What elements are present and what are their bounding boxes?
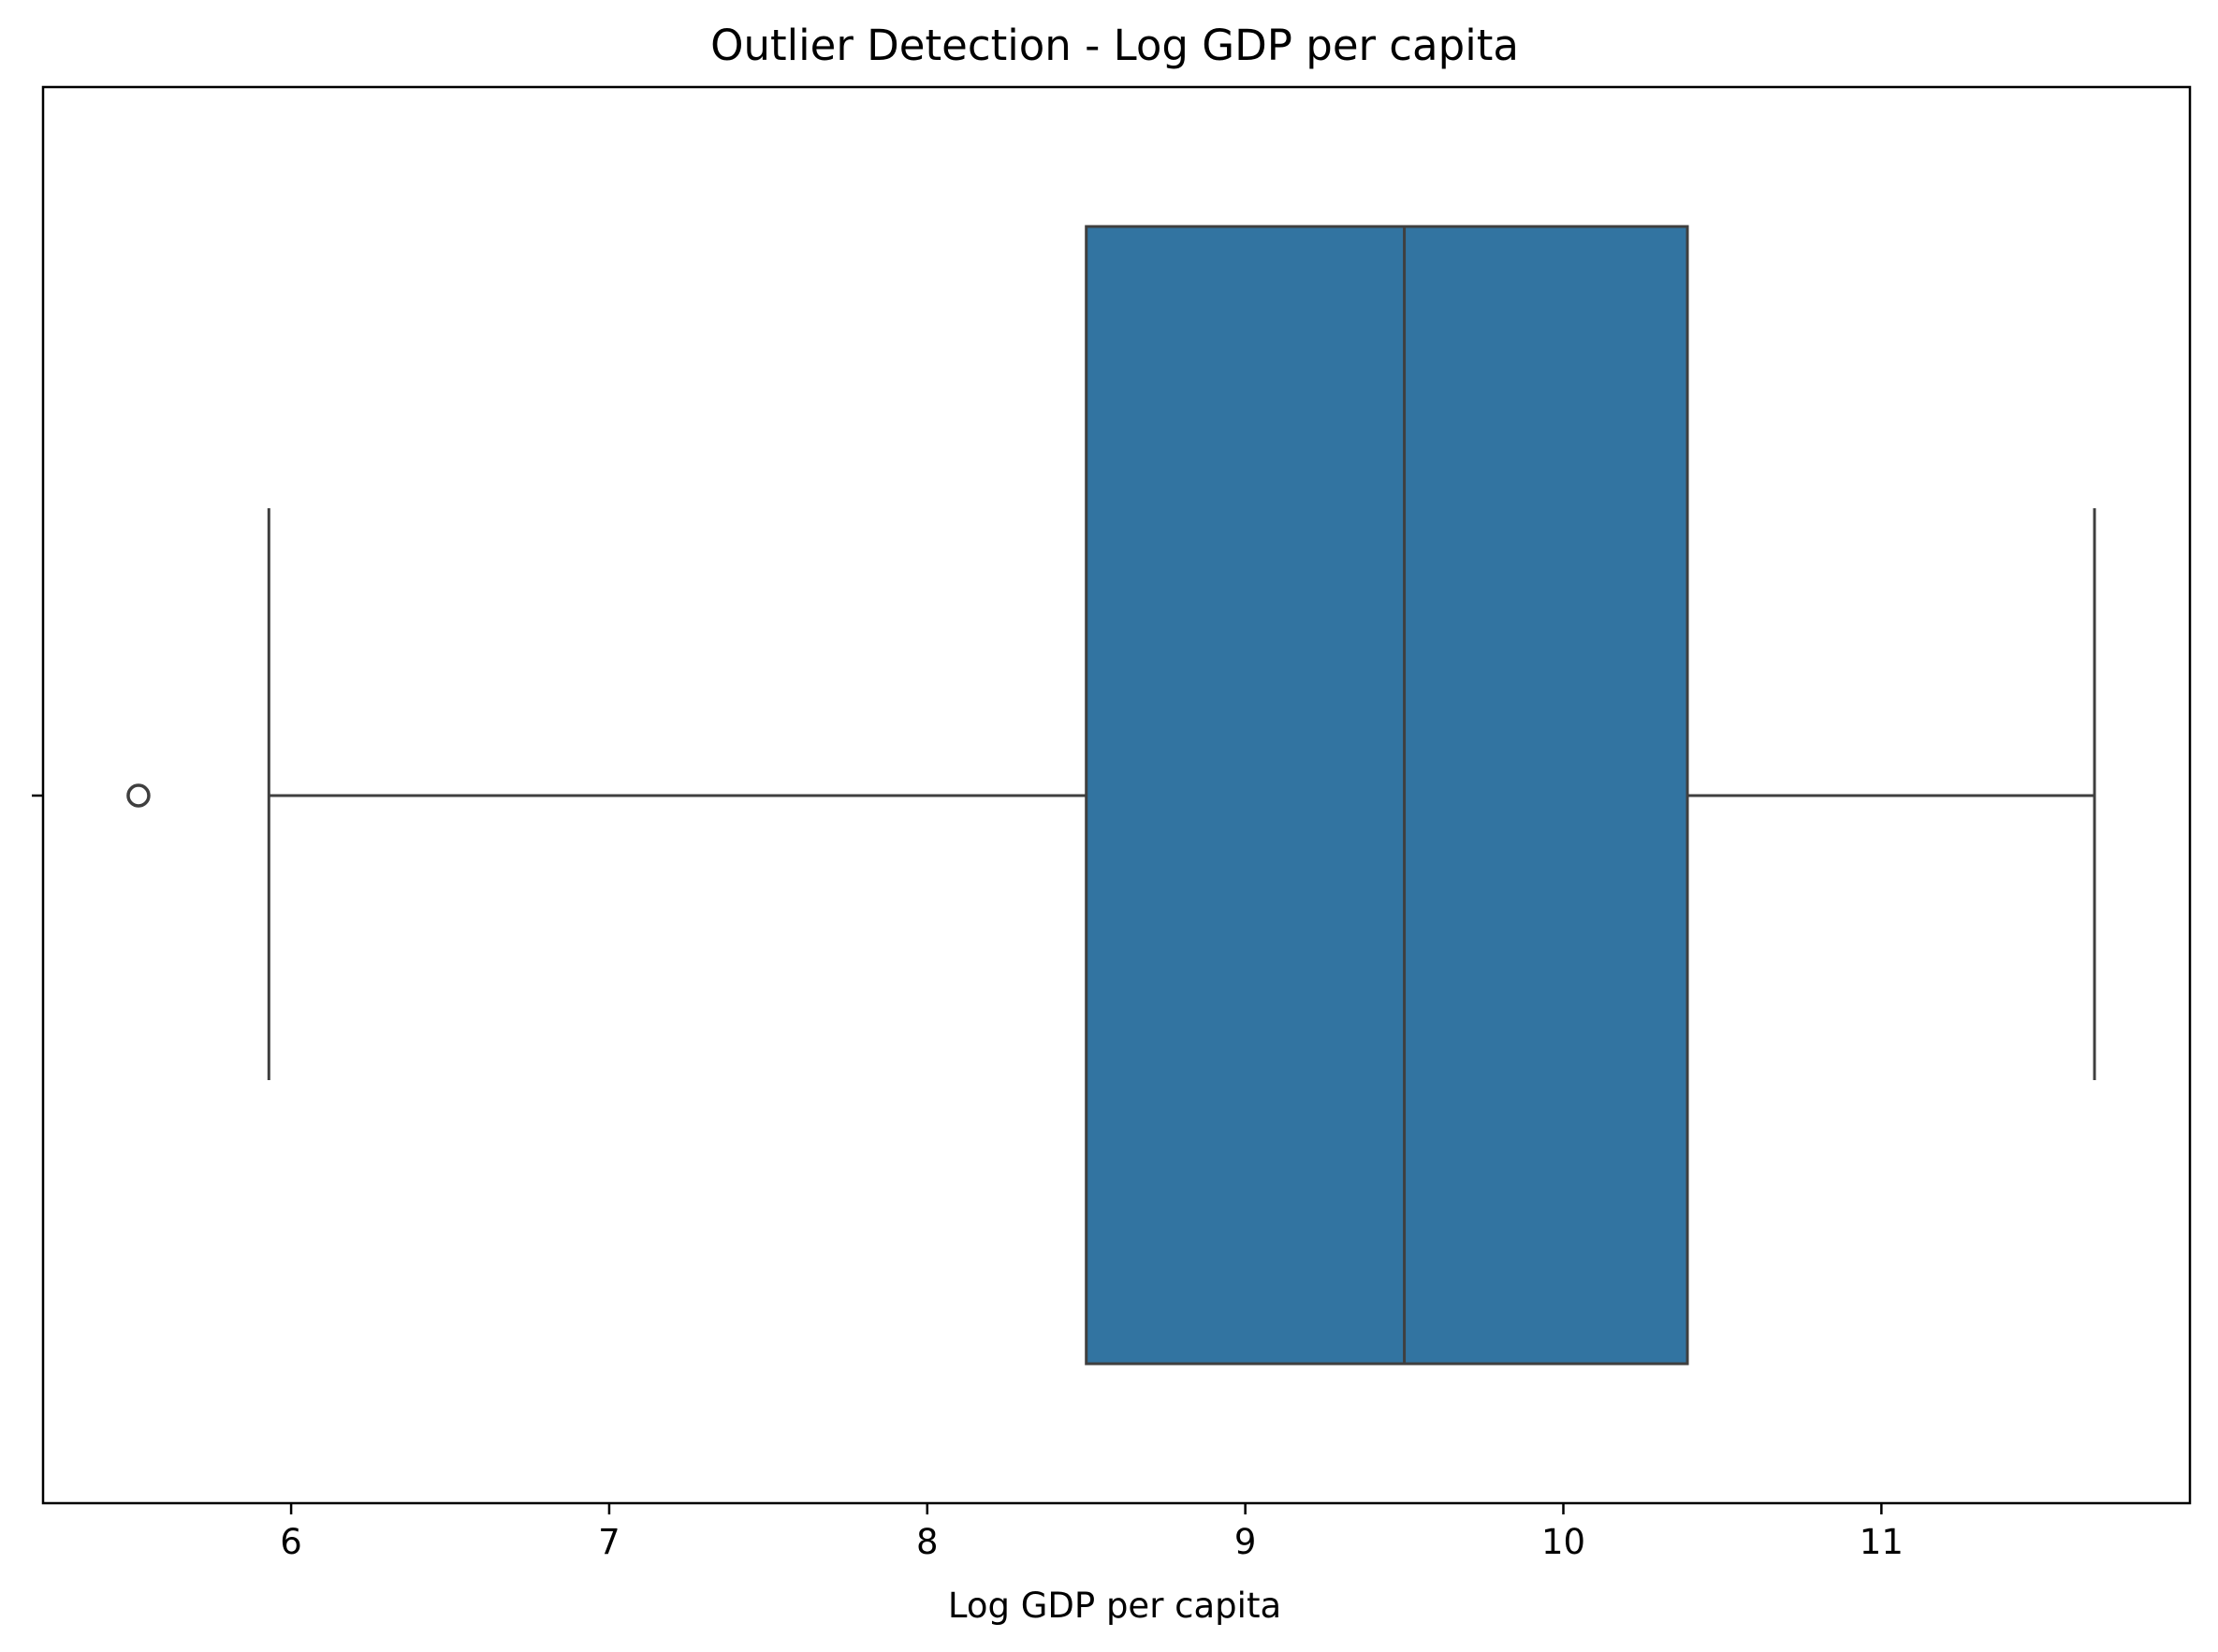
- x-tick-label: 11: [1860, 1522, 1904, 1562]
- x-tick-label: 6: [280, 1522, 302, 1562]
- outlier-point: [126, 783, 151, 808]
- chart-title: Outlier Detection - Log GDP per capita: [710, 21, 1519, 70]
- x-tick-label: 9: [1234, 1522, 1257, 1562]
- iqr-box: [1085, 225, 1689, 1366]
- x-tick-label: 10: [1541, 1522, 1585, 1562]
- x-tick-label: 8: [916, 1522, 939, 1562]
- x-axis-label: Log GDP per capita: [948, 1586, 1281, 1626]
- x-tick-label: 7: [598, 1522, 620, 1562]
- plot-area: 6 7 8 9 10 11: [32, 85, 2192, 1562]
